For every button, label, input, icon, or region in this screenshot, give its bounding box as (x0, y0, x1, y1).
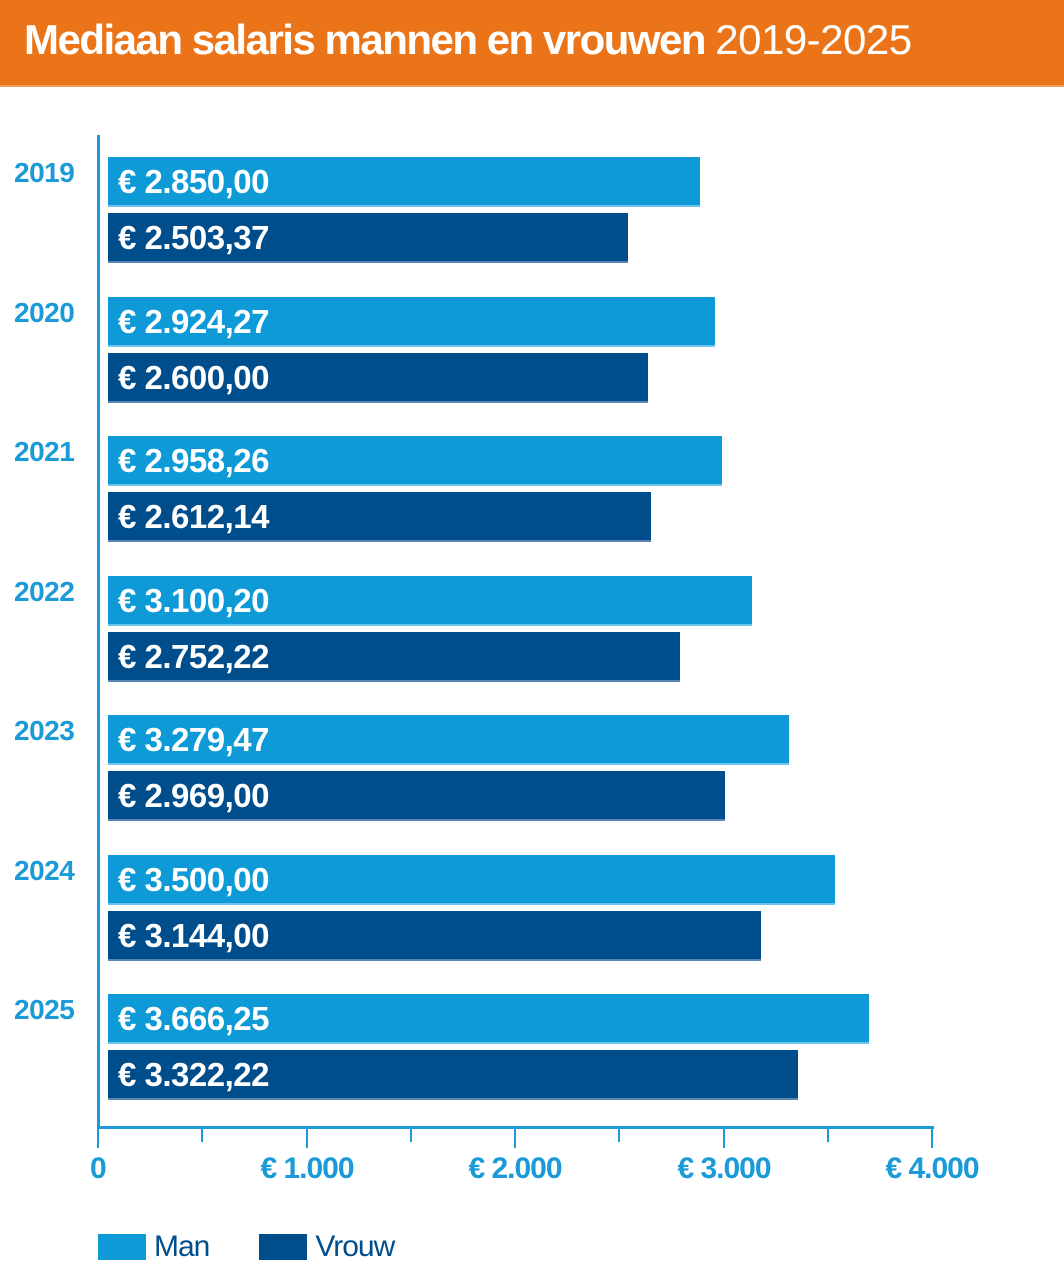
bar-vrouw: € 2.612,14 (108, 492, 651, 542)
bar-vrouw: € 2.600,00 (108, 352, 648, 403)
bar-vrouw: € 2.969,00 (108, 771, 725, 821)
y-axis-line (97, 135, 100, 1128)
bar-man: € 3.500,00 (108, 854, 835, 905)
bar-vrouw: € 3.144,00 (108, 910, 761, 961)
bar-man: € 2.924,27 (108, 296, 715, 347)
year-label: 2024 (14, 854, 75, 886)
bar-value-label: € 2.600,00 (118, 358, 269, 396)
year-label: 2020 (14, 296, 75, 328)
x-axis-tick (723, 1128, 725, 1148)
bar-value-label: € 2.924,27 (118, 302, 269, 340)
bar-value-label: € 2.969,00 (118, 777, 269, 814)
bar-value-label: € 2.612,14 (118, 498, 269, 535)
year-label: 2023 (14, 715, 75, 746)
x-axis-tick-label: € 4.000 (885, 1152, 979, 1185)
legend: Man Vrouw (98, 1230, 444, 1264)
x-axis-tick (618, 1128, 620, 1142)
bar-man: € 3.279,47 (108, 715, 789, 765)
bar-vrouw: € 3.322,22 (108, 1050, 798, 1100)
bar-value-label: € 2.752,22 (118, 637, 269, 675)
bar-man: € 3.100,20 (108, 575, 752, 626)
bar-value-label: € 3.279,47 (118, 721, 269, 758)
bar-value-label: € 3.100,20 (118, 581, 269, 619)
x-axis-tick (827, 1128, 829, 1142)
legend-label-man: Man (154, 1230, 210, 1263)
bar-vrouw: € 2.503,37 (108, 213, 628, 263)
bar-value-label: € 3.322,22 (118, 1056, 269, 1093)
x-axis-tick (410, 1128, 412, 1142)
bar-man: € 3.666,25 (108, 994, 869, 1044)
x-axis-tick-label: € 3.000 (677, 1152, 771, 1185)
bar-value-label: € 2.958,26 (118, 442, 269, 479)
x-axis-tick (514, 1128, 516, 1148)
bar-man: € 2.850,00 (108, 157, 700, 207)
bar-vrouw: € 2.752,22 (108, 631, 680, 682)
year-label: 2025 (14, 994, 75, 1025)
title-main: Mediaan salaris mannen en vrouwen (24, 16, 707, 63)
bar-value-label: € 3.666,25 (118, 1000, 269, 1037)
bar-value-label: € 2.850,00 (118, 163, 269, 200)
x-axis-tick (931, 1128, 933, 1148)
bar-value-label: € 2.503,37 (118, 219, 269, 256)
x-axis-tick-label: € 1.000 (260, 1152, 354, 1185)
bar-value-label: € 3.144,00 (118, 916, 269, 954)
year-label: 2019 (14, 157, 75, 188)
legend-swatch-vrouw (259, 1234, 308, 1260)
x-axis-tick (97, 1128, 99, 1148)
title-years: 2019-2025 (715, 16, 912, 63)
year-label: 2022 (14, 575, 75, 607)
legend-label-vrouw: Vrouw (315, 1230, 395, 1263)
x-axis-tick-label: 0 (90, 1152, 107, 1185)
x-axis-line (97, 1126, 934, 1129)
x-axis-tick (201, 1128, 203, 1142)
year-label: 2021 (14, 436, 75, 467)
x-axis-tick (306, 1128, 308, 1148)
chart-title: Mediaan salaris mannen en vrouwen 2019-2… (24, 16, 912, 64)
legend-swatch-man (98, 1234, 146, 1260)
x-axis-tick-label: € 2.000 (468, 1152, 562, 1185)
bar-man: € 2.958,26 (108, 436, 722, 486)
bar-value-label: € 3.500,00 (118, 860, 269, 898)
chart-header: Mediaan salaris mannen en vrouwen 2019-2… (0, 0, 1064, 87)
